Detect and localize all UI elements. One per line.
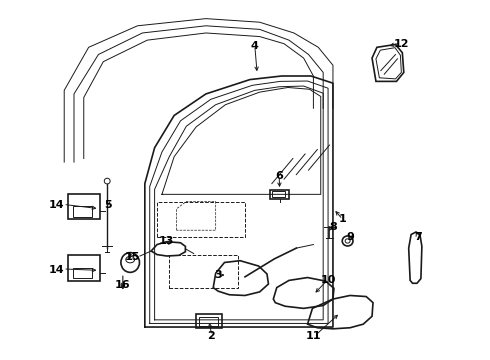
Bar bbox=[68, 255, 100, 281]
Bar bbox=[68, 194, 100, 220]
Bar bbox=[73, 267, 92, 278]
Text: 15: 15 bbox=[125, 252, 140, 262]
Text: 10: 10 bbox=[320, 275, 336, 285]
Text: 14: 14 bbox=[49, 200, 65, 210]
Text: 1: 1 bbox=[339, 215, 346, 224]
Bar bbox=[157, 202, 245, 237]
Text: 9: 9 bbox=[346, 232, 354, 242]
Text: 5: 5 bbox=[104, 200, 112, 210]
Bar bbox=[73, 206, 92, 217]
Bar bbox=[199, 318, 218, 326]
Text: 14: 14 bbox=[49, 265, 65, 275]
Text: 3: 3 bbox=[214, 270, 222, 280]
Text: 8: 8 bbox=[329, 222, 337, 231]
Text: 16: 16 bbox=[115, 280, 131, 290]
Text: 12: 12 bbox=[393, 39, 409, 49]
Text: 11: 11 bbox=[306, 331, 321, 341]
Text: 2: 2 bbox=[207, 331, 215, 341]
Text: 13: 13 bbox=[159, 236, 174, 246]
Bar bbox=[272, 192, 285, 197]
Bar bbox=[196, 314, 221, 328]
Bar bbox=[169, 255, 238, 288]
Text: 7: 7 bbox=[415, 232, 422, 242]
Text: 6: 6 bbox=[275, 171, 283, 181]
Bar bbox=[270, 190, 289, 199]
Text: 4: 4 bbox=[251, 41, 259, 50]
